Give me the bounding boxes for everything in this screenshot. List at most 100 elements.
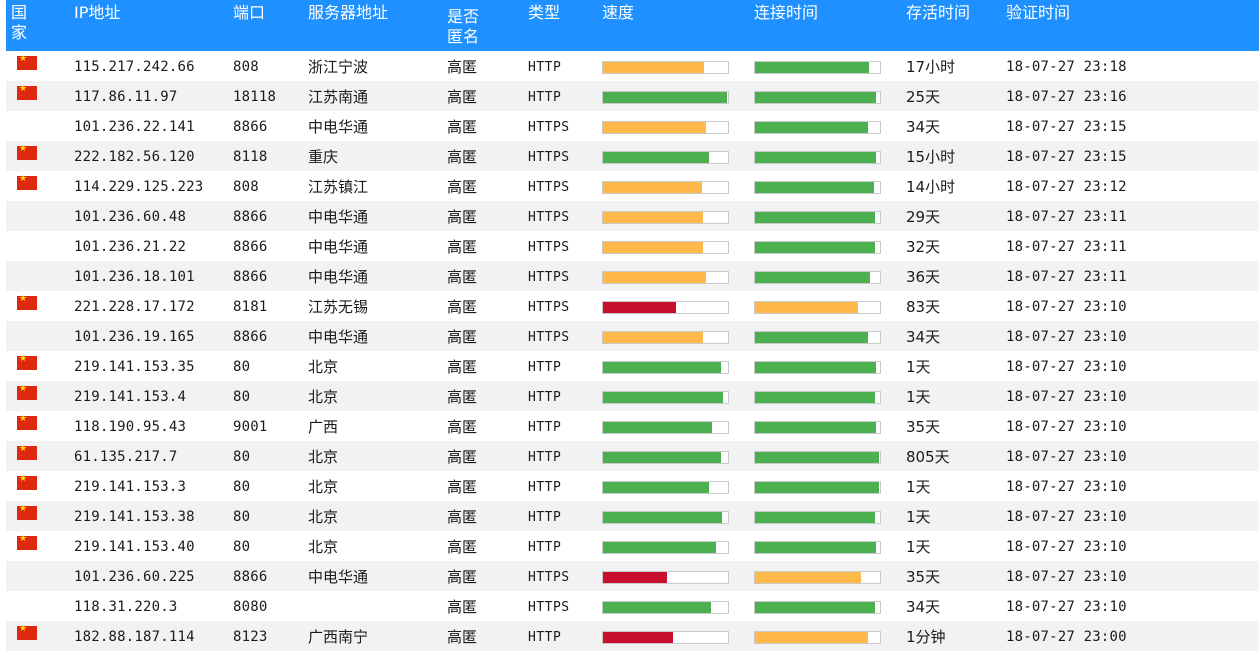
header-alive-time[interactable]: 存活时间	[906, 0, 1006, 51]
server-cell: 北京	[308, 351, 447, 381]
table-row[interactable]: 101.236.21.22 8866 中电华通 高匿 HTTPS 32天 18-07-27 …	[6, 231, 1259, 261]
speed-cell	[602, 351, 754, 381]
port-value: 8118	[233, 149, 268, 165]
speed-bar	[602, 570, 729, 584]
table-row[interactable]: 101.236.22.141 8866 中电华通 高匿 HTTPS 34天 18-07-27…	[6, 111, 1259, 141]
alive-time-cell: 805天	[906, 441, 1006, 471]
table-row[interactable]: ★ 118.190.95.43 9001 广西 高匿 HTTP 35天 18-07-27 23…	[6, 411, 1259, 441]
speed-bar-fill	[603, 91, 727, 103]
header-verify-time[interactable]: 验证时间	[1006, 0, 1259, 51]
server-location: 广西南宁	[308, 627, 369, 646]
speed-bar-fill	[603, 331, 703, 343]
verify-time-cell: 18-07-27 23:18	[1006, 51, 1259, 81]
port-cell: 8080	[233, 591, 308, 621]
port-value: 80	[233, 359, 251, 375]
country-cell	[6, 321, 62, 351]
verify-time-value: 18-07-27 23:10	[1006, 599, 1127, 615]
protocol-type: HTTP	[528, 420, 562, 435]
server-cell: 江苏无锡	[308, 291, 447, 321]
verify-time-value: 18-07-27 23:10	[1006, 299, 1127, 315]
anonymity-cell: 高匿	[447, 291, 528, 321]
table-row[interactable]: 101.236.19.165 8866 中电华通 高匿 HTTPS 34天 18-07-27…	[6, 321, 1259, 351]
table-row[interactable]: ★ 117.86.11.97 18118 江苏南通 高匿 HTTP 25天 18-07-27 …	[6, 81, 1259, 111]
alive-time-cell: 83天	[906, 291, 1006, 321]
table-row[interactable]: 101.236.60.225 8866 中电华通 高匿 HTTPS 35天 18-07-27…	[6, 561, 1259, 591]
table-row[interactable]: ★ 115.217.242.66 808 浙江宁波 高匿 HTTP 17小时 18-07-27…	[6, 51, 1259, 81]
port-value: 8866	[233, 209, 268, 225]
port-value: 8080	[233, 599, 268, 615]
speed-cell	[602, 81, 754, 111]
speed-cell	[602, 291, 754, 321]
verify-time-value: 18-07-27 23:15	[1006, 149, 1127, 165]
country-cell: ★	[6, 501, 62, 531]
header-ip[interactable]: IP地址	[62, 0, 233, 51]
connect-time-cell	[754, 591, 906, 621]
verify-time-cell: 18-07-27 23:10	[1006, 591, 1259, 621]
speed-bar-fill	[603, 571, 667, 583]
verify-time-value: 18-07-27 23:11	[1006, 209, 1127, 225]
table-row[interactable]: ★ 219.141.153.3 80 北京 高匿 HTTP 1天 18-07-27 23:10	[6, 471, 1259, 501]
anonymity-value: 高匿	[447, 417, 478, 436]
header-port[interactable]: 端口	[233, 0, 308, 51]
port-cell: 8181	[233, 291, 308, 321]
alive-time-value: 25天	[906, 87, 941, 106]
ip-address: 115.217.242.66	[74, 59, 195, 75]
server-location: 中电华通	[308, 267, 369, 286]
verify-time-cell: 18-07-27 23:10	[1006, 531, 1259, 561]
header-type[interactable]: 类型	[528, 0, 602, 51]
ip-cell: 117.86.11.97	[62, 81, 233, 111]
table-row[interactable]: ★ 219.141.153.35 80 北京 高匿 HTTP 1天 18-07-27 23:1…	[6, 351, 1259, 381]
alive-time-cell: 34天	[906, 111, 1006, 141]
header-anonymity[interactable]: 是否匿名	[447, 0, 528, 51]
server-location: 重庆	[308, 147, 339, 166]
anonymity-cell: 高匿	[447, 441, 528, 471]
alive-time-value: 35天	[906, 417, 941, 436]
cn-flag-icon: ★	[17, 444, 37, 460]
anonymity-cell: 高匿	[447, 531, 528, 561]
connect-time-cell	[754, 141, 906, 171]
ip-address: 219.141.153.4	[74, 389, 187, 405]
ip-address: 118.31.220.3	[74, 599, 178, 615]
table-row[interactable]: ★ 219.141.153.4 80 北京 高匿 HTTP 1天 18-07-27 23:10	[6, 381, 1259, 411]
type-cell: HTTP	[528, 51, 602, 81]
flag-star-icon: ★	[19, 533, 28, 544]
port-value: 8866	[233, 119, 268, 135]
table-row[interactable]: ★ 182.88.187.114 8123 广西南宁 高匿 HTTP 1分钟 18-07-27…	[6, 621, 1259, 651]
port-value: 80	[233, 539, 251, 555]
anonymity-cell: 高匿	[447, 261, 528, 291]
header-connect-time[interactable]: 连接时间	[754, 0, 906, 51]
connect-time-bar	[754, 420, 881, 434]
table-row[interactable]: ★ 219.141.153.40 80 北京 高匿 HTTP 1天 18-07-27 23:1…	[6, 531, 1259, 561]
verify-time-cell: 18-07-27 23:16	[1006, 81, 1259, 111]
table-row[interactable]: 101.236.60.48 8866 中电华通 高匿 HTTPS 29天 18-07-27 …	[6, 201, 1259, 231]
table-row[interactable]: ★ 61.135.217.7 80 北京 高匿 HTTP 805天 18-07-27 23:1…	[6, 441, 1259, 471]
flag-star-icon: ★	[19, 353, 28, 364]
port-cell: 8866	[233, 561, 308, 591]
flag-star-icon: ★	[19, 53, 28, 64]
cn-flag-icon: ★	[17, 414, 37, 430]
table-row[interactable]: 101.236.18.101 8866 中电华通 高匿 HTTPS 36天 18-07-27…	[6, 261, 1259, 291]
table-row[interactable]: ★ 222.182.56.120 8118 重庆 高匿 HTTPS 15小时 18-07-27…	[6, 141, 1259, 171]
connect-time-bar-fill	[755, 391, 875, 403]
ip-address: 219.141.153.40	[74, 539, 195, 555]
header-speed[interactable]: 速度	[602, 0, 754, 51]
table-row[interactable]: ★ 219.141.153.38 80 北京 高匿 HTTP 1天 18-07-27 23:1…	[6, 501, 1259, 531]
verify-time-value: 18-07-27 23:16	[1006, 89, 1127, 105]
flag-star-icon: ★	[19, 623, 28, 634]
server-cell: 中电华通	[308, 201, 447, 231]
connect-time-bar	[754, 300, 881, 314]
type-cell: HTTPS	[528, 171, 602, 201]
table-row[interactable]: 118.31.220.3 8080 高匿 HTTPS 34天 18-07-27 23:10	[6, 591, 1259, 621]
protocol-type: HTTP	[528, 390, 562, 405]
anonymity-value: 高匿	[447, 57, 478, 76]
header-server[interactable]: 服务器地址	[308, 0, 447, 51]
verify-time-value: 18-07-27 23:10	[1006, 389, 1127, 405]
speed-bar-fill	[603, 241, 703, 253]
table-row[interactable]: ★ 221.228.17.172 8181 江苏无锡 高匿 HTTPS 83天 18-07-2…	[6, 291, 1259, 321]
protocol-type: HTTPS	[528, 300, 570, 315]
table-row[interactable]: ★ 114.229.125.223 808 江苏镇江 高匿 HTTPS 14小时 18-07-…	[6, 171, 1259, 201]
anonymity-value: 高匿	[447, 357, 478, 376]
server-location: 中电华通	[308, 207, 369, 226]
protocol-type: HTTPS	[528, 600, 570, 615]
header-country[interactable]: 国家	[6, 0, 62, 51]
